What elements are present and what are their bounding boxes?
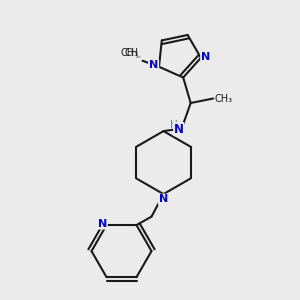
Text: methyl: methyl [137, 56, 142, 57]
Text: N: N [159, 194, 168, 205]
Text: N: N [149, 60, 158, 70]
Text: CH: CH [124, 48, 139, 58]
Text: H: H [170, 120, 178, 130]
Text: methyl: methyl [136, 57, 140, 58]
Text: CH₃: CH₃ [121, 48, 139, 58]
Text: CH₃: CH₃ [215, 94, 233, 103]
Text: N: N [98, 219, 107, 229]
Text: N: N [174, 123, 184, 136]
Text: N: N [201, 52, 210, 62]
